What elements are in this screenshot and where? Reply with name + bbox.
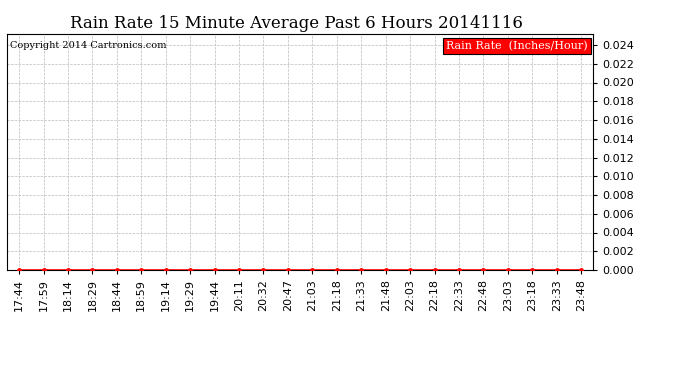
Text: Rain Rate 15 Minute Average Past 6 Hours 20141116: Rain Rate 15 Minute Average Past 6 Hours… bbox=[70, 15, 523, 32]
Text: Rain Rate  (Inches/Hour): Rain Rate (Inches/Hour) bbox=[446, 41, 587, 51]
Text: Copyright 2014 Cartronics.com: Copyright 2014 Cartronics.com bbox=[10, 41, 166, 50]
